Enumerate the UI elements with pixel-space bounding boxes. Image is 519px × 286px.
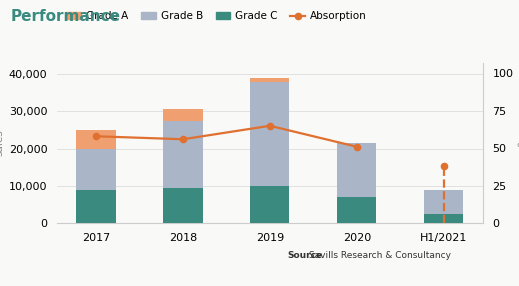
Bar [250, 78, 290, 82]
Bar [337, 197, 376, 223]
Bar [76, 149, 116, 190]
Text: Savills Research & Consultancy: Savills Research & Consultancy [306, 251, 451, 260]
Bar [250, 186, 290, 223]
Text: Source: Source [287, 251, 322, 260]
Bar [250, 82, 290, 186]
Bar [424, 214, 463, 223]
Bar [163, 121, 202, 188]
Bar [76, 130, 116, 149]
Y-axis label: sales: sales [0, 130, 5, 156]
Bar [163, 110, 202, 121]
Bar [424, 190, 463, 214]
Text: Performance: Performance [10, 9, 120, 23]
Bar [337, 143, 376, 197]
Y-axis label: %: % [517, 143, 519, 153]
Legend: Grade A, Grade B, Grade C, Absorption: Grade A, Grade B, Grade C, Absorption [62, 7, 371, 26]
Bar [163, 188, 202, 223]
Bar [76, 190, 116, 223]
